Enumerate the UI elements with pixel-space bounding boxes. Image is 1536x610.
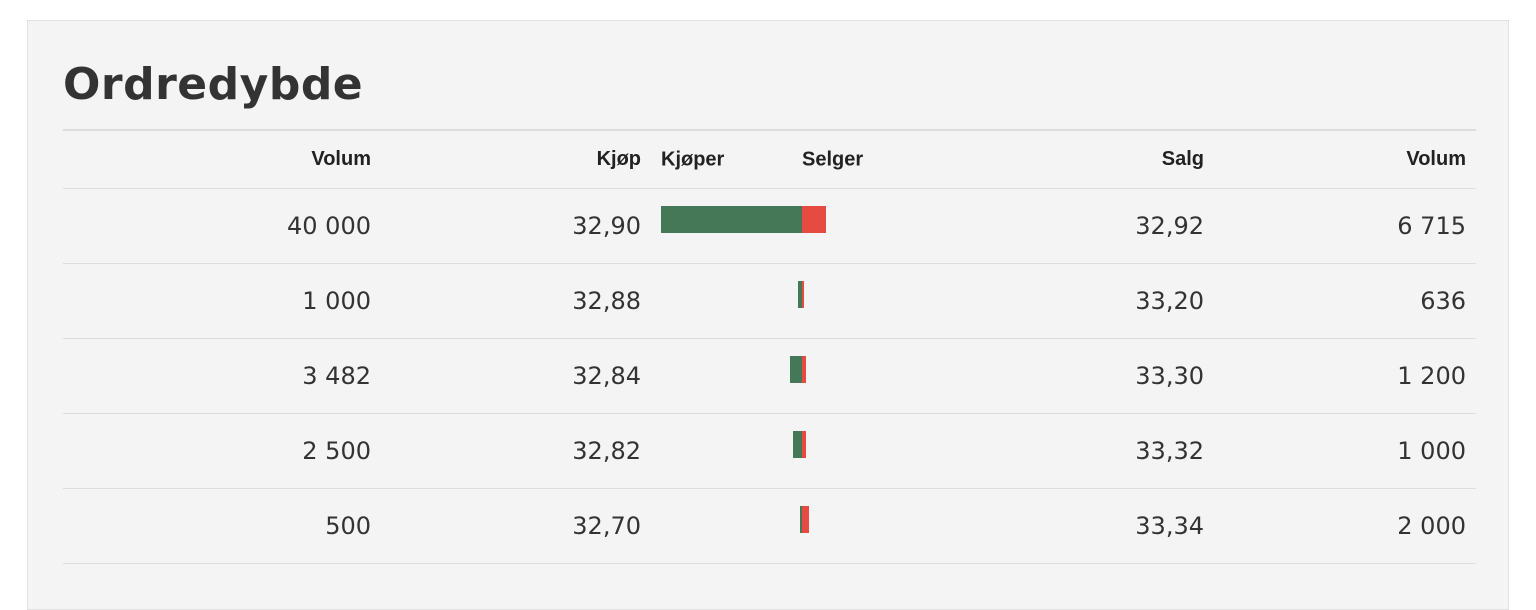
table-header-row: Volum Kjøp Kjøper Selger Salg Volum [63,130,1476,189]
seller-depth-bar [802,206,826,233]
header-depth-bars: Kjøper Selger [651,130,936,189]
ask-price-cell: 33,34 [1135,512,1204,540]
table-row: 40 000 32,90 32,92 6 715 [63,189,1476,264]
header-bid-price: Kjøp [596,148,641,170]
header-seller: Selger [802,148,864,170]
depth-bar-cell [651,339,936,414]
header-ask-price: Salg [1161,148,1204,170]
depth-bar-cell [651,489,936,564]
buyer-depth-bar [789,356,802,383]
order-depth-panel: Ordredybde Volum Kjøp Kjøper Selger Salg… [27,20,1509,610]
bid-volume-cell: 40 000 [287,212,371,240]
ask-volume-cell: 6 715 [1397,212,1466,240]
bid-price-cell: 32,90 [572,212,641,240]
bid-volume-cell: 3 482 [302,362,371,390]
page-title: Ordredybde [63,59,364,110]
ask-price-cell: 33,32 [1135,437,1204,465]
depth-bar-cell [651,414,936,489]
ask-price-cell: 33,20 [1135,287,1204,315]
ask-price-cell: 32,92 [1135,212,1204,240]
table-row: 3 482 32,84 33,30 1 200 [63,339,1476,414]
seller-depth-bar [802,506,810,533]
buyer-depth-bar [661,206,802,233]
ask-volume-cell: 2 000 [1397,512,1466,540]
ask-volume-cell: 636 [1420,287,1466,315]
bid-volume-cell: 1 000 [302,287,371,315]
depth-bar-cell [651,264,936,339]
table-row: 2 500 32,82 33,32 1 000 [63,414,1476,489]
bid-price-cell: 32,88 [572,287,641,315]
ask-price-cell: 33,30 [1135,362,1204,390]
header-ask-volume: Volum [1406,148,1466,170]
ask-volume-cell: 1 000 [1397,437,1466,465]
bid-price-cell: 32,84 [572,362,641,390]
bid-price-cell: 32,82 [572,437,641,465]
buyer-depth-bar [793,431,802,458]
ask-volume-cell: 1 200 [1397,362,1466,390]
bid-volume-cell: 500 [325,512,371,540]
depth-bar-cell [651,189,936,264]
buyer-depth-bar [800,506,802,533]
seller-depth-bar [802,281,805,308]
header-bid-volume: Volum [311,148,371,170]
seller-depth-bar [802,356,807,383]
table-row: 500 32,70 33,34 2 000 [63,489,1476,564]
header-buyer: Kjøper [661,148,725,170]
bid-volume-cell: 2 500 [302,437,371,465]
bid-price-cell: 32,70 [572,512,641,540]
order-depth-table: Volum Kjøp Kjøper Selger Salg Volum 40 0… [63,129,1476,564]
seller-depth-bar [802,431,806,458]
buyer-depth-bar [798,281,802,308]
table-row: 1 000 32,88 33,20 636 [63,264,1476,339]
